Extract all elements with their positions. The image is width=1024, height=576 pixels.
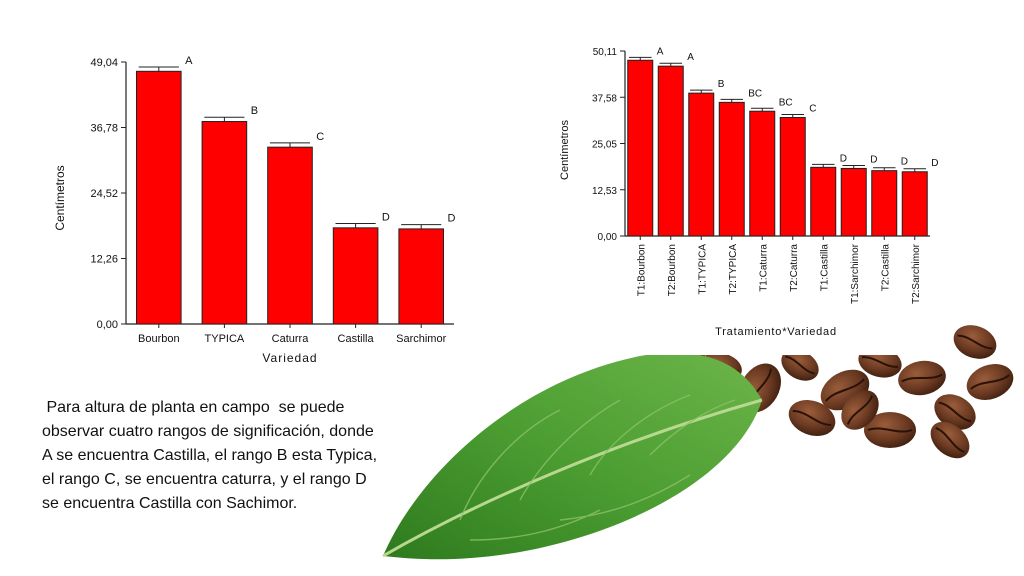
- chart-tratamiento-bar: [627, 59, 654, 237]
- chart-tratamiento-x-tick-label: T2:Caturra: [789, 244, 800, 292]
- chart-tratamiento-x-tick-label: T1:Caturra: [758, 244, 769, 292]
- chart-tratamiento-y-tick-label: 12,53: [592, 186, 617, 197]
- chart-tratamiento-x-tick-label: T1:TYPICA: [697, 244, 708, 295]
- chart-variedad-significance-letter: C: [316, 131, 324, 143]
- chart-variedad-significance-letter: B: [251, 105, 258, 117]
- chart-tratamiento-bar: [810, 166, 837, 237]
- coffee-bean-crease: [901, 373, 943, 383]
- chart-variedad-axes: 0,00 12,26 24,52 36,78 49,04 Bourbon TYPICA Cat…: [90, 57, 454, 345]
- chart-variedad-bar: [398, 228, 445, 325]
- leaf-image: [382, 352, 763, 560]
- coffee-bean-crease: [867, 427, 913, 433]
- coffee-bean-crease: [792, 410, 832, 426]
- chart-tratamiento-bar: [901, 171, 928, 237]
- chart-tratamiento-ylabel: Centímetros: [559, 120, 571, 180]
- chart-variedad-y-tick-label: 24,52: [90, 188, 118, 200]
- coffee-bean: [966, 364, 1014, 400]
- chart-variedad-x-tick-label: Bourbon: [138, 333, 180, 345]
- chart-variedad-bar: [332, 227, 379, 325]
- chart-tratamiento-y-tick-label: 50,11: [593, 47, 618, 58]
- chart-tratamiento-x-tick-label: T1:Sarchimor: [850, 243, 861, 304]
- chart-variedad-y-tick-label: 36,78: [90, 123, 118, 135]
- chart-tratamiento-x-tick-label: T2:TYPICA: [728, 244, 739, 295]
- chart-tratamiento-bars: A A B BC BC C D D D D: [627, 46, 938, 237]
- chart-variedad-x-tick-label: Castilla: [338, 333, 375, 345]
- coffee-bean: [781, 349, 819, 381]
- chart-tratamiento-bar: [657, 65, 684, 237]
- chart-tratamiento-bar: [688, 92, 715, 237]
- chart-tratamiento-x-tick-label: T1:Bourbon: [636, 244, 647, 296]
- coffee-bean: [841, 390, 879, 430]
- chart-variedad-bar: [201, 121, 248, 325]
- chart-variedad-x-tick-label: TYPICA: [205, 333, 245, 345]
- chart-variedad-significance-letter: D: [448, 213, 456, 225]
- chart-tratamiento-xlabel: Tratamiento*Variedad: [715, 326, 837, 338]
- chart-tratamiento-x-tick-label: T2:Castilla: [880, 244, 891, 292]
- coffee-bean: [864, 412, 916, 448]
- chart-tratamiento-x-tick-label: T1:Castilla: [819, 244, 830, 292]
- coffee-bean-crease: [938, 401, 972, 423]
- chart-variedad-significance-letter: D: [382, 212, 390, 224]
- chart-tratamiento-significance-letter: B: [718, 79, 725, 90]
- chart-tratamiento-bar: [871, 170, 898, 237]
- chart-variedad-ylabel: Centímetros: [53, 165, 67, 230]
- chart-tratamiento-panel: 0,00 12,53 25,05 37,58 50,11 T1:Bourbon T2:Bou…: [540, 30, 953, 355]
- chart-tratamiento-bar: [718, 101, 745, 237]
- coffee-bean-crease: [957, 334, 993, 350]
- coffee-bean: [898, 360, 946, 396]
- chart-tratamiento-bar: [749, 110, 776, 237]
- chart-variedad-bar: [267, 146, 313, 325]
- chart-tratamiento-significance-letter: D: [870, 154, 877, 165]
- chart-tratamiento-x-tick-label: T2:Bourbon: [667, 244, 678, 296]
- coffee-bean-crease: [785, 355, 815, 375]
- coffee-bean: [953, 325, 997, 359]
- coffee-bean-crease: [847, 395, 873, 425]
- coffee-bean-crease: [861, 356, 899, 368]
- chart-variedad-x-tick-label: Caturra: [272, 333, 310, 345]
- coffee-bean-crease: [935, 427, 965, 453]
- chart-tratamiento-significance-letter: A: [687, 52, 694, 63]
- chart-variedad-xlabel: Variedad: [262, 351, 317, 365]
- chart-variedad-x-tick-label: Sarchimor: [396, 333, 446, 345]
- chart-tratamiento-bar: [779, 116, 806, 237]
- coffee-bean: [930, 421, 970, 459]
- chart-tratamiento-bar: [840, 167, 867, 237]
- chart-variedad-y-tick-label: 12,26: [90, 254, 118, 266]
- chart-variedad-significance-letter: A: [185, 55, 193, 67]
- coffee-bean: [788, 400, 836, 436]
- chart-variedad-y-tick-label: 0,00: [97, 319, 118, 331]
- chart-tratamiento-y-tick-label: 0,00: [598, 232, 618, 243]
- chart-tratamiento-significance-letter: D: [931, 158, 938, 169]
- coffee-bean: [934, 394, 976, 430]
- chart-tratamiento-significance-letter: D: [840, 153, 847, 164]
- chart-variedad-bars: A B C D D: [135, 55, 456, 325]
- chart-tratamiento-x-tick-label: T2:Sarchimor: [911, 243, 922, 304]
- chart-tratamiento: 0,00 12,53 25,05 37,58 50,11 T1:Bourbon T2:Bou…: [559, 46, 938, 338]
- chart-tratamiento-y-tick-label: 37,58: [592, 93, 617, 104]
- chart-tratamiento-significance-letter: A: [657, 46, 664, 57]
- chart-tratamiento-significance-letter: C: [809, 104, 816, 115]
- chart-tratamiento-significance-letter: D: [901, 157, 908, 168]
- chart-variedad-y-tick-label: 49,04: [90, 57, 118, 69]
- coffee-bean-crease: [825, 378, 865, 402]
- chart-tratamiento-significance-letter: BC: [748, 88, 762, 99]
- chart-variedad-bar: [135, 70, 182, 325]
- coffee-bean-crease: [970, 374, 1010, 390]
- caption-text: Para altura de planta en campo se puede …: [42, 399, 382, 512]
- chart-tratamiento-y-tick-label: 25,05: [592, 140, 617, 151]
- chart-variedad: 0,00 12,26 24,52 36,78 49,04 Bourbon TYPICA Cat…: [53, 55, 456, 365]
- chart-tratamiento-significance-letter: BC: [779, 97, 793, 108]
